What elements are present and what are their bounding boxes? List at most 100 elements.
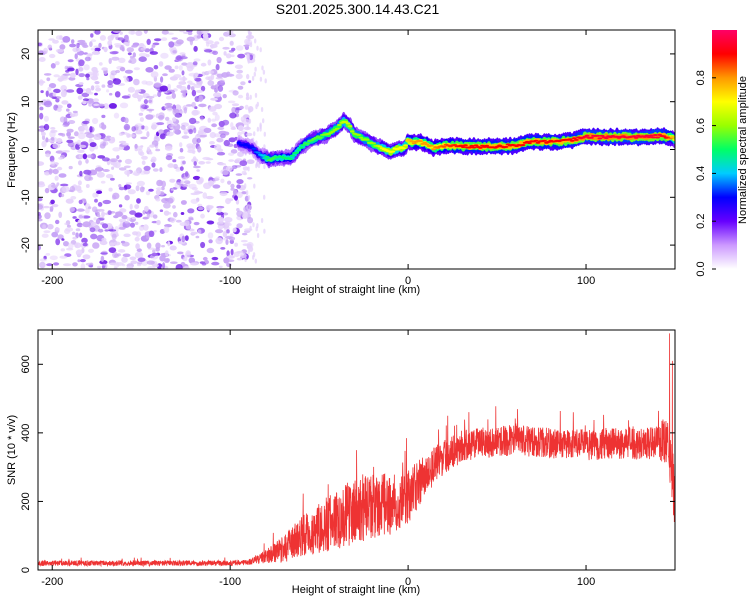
noise-blob (202, 33, 209, 39)
noise-speck (245, 190, 249, 196)
noise-blob (77, 189, 83, 194)
noise-blob (178, 81, 187, 85)
noise-blob (180, 125, 186, 130)
noise-blob (62, 73, 71, 76)
noise-blob (183, 266, 190, 269)
noise-blob (128, 60, 132, 64)
noise-speck (256, 233, 260, 238)
noise-blob (232, 126, 236, 129)
noise-blob (97, 155, 106, 159)
noise-speck (248, 118, 252, 124)
noise-blob (175, 168, 181, 172)
noise-blob (38, 182, 46, 188)
noise-blob (78, 67, 84, 72)
noise-blob (133, 78, 140, 86)
noise-blob (231, 106, 237, 114)
noise-blob (143, 169, 150, 175)
noise-blob (62, 263, 72, 267)
noise-blob (60, 193, 65, 198)
noise-speck (252, 222, 255, 228)
noise-blob (146, 260, 155, 265)
noise-blob (57, 234, 64, 240)
noise-blob (90, 221, 97, 227)
noise-blob (124, 220, 130, 224)
ridge-cell (603, 137, 609, 139)
noise-blob (38, 80, 46, 84)
noise-blob (45, 90, 49, 98)
noise-blob (135, 30, 143, 36)
noise-blob (109, 242, 115, 247)
noise-blob (188, 128, 194, 135)
noise-blob (109, 51, 119, 55)
noise-blob (177, 251, 184, 255)
noise-blob (161, 186, 165, 191)
noise-blob (134, 236, 140, 242)
noise-blob (208, 180, 214, 187)
noise-blob (56, 182, 60, 186)
noise-blob (144, 205, 149, 212)
noise-blob (66, 108, 70, 112)
noise-blob (184, 171, 189, 177)
noise-speck (243, 206, 246, 212)
noise-blob (45, 137, 49, 143)
noise-blob (171, 123, 178, 127)
noise-blob (101, 84, 106, 88)
ridge-cell (441, 145, 447, 148)
noise-blob (122, 143, 129, 146)
noise-speck (260, 107, 264, 112)
noise-blob (82, 100, 87, 105)
noise-blob (151, 162, 156, 168)
ridge-cell (245, 144, 251, 147)
colorbar-tick-label: 0.0 (695, 261, 707, 276)
noise-blob (238, 125, 244, 132)
noise-blob (159, 209, 164, 212)
noise-blob (79, 259, 86, 263)
noise-blob (225, 198, 231, 205)
ridge-cell (631, 135, 637, 138)
noise-blob (167, 107, 173, 112)
noise-blob (146, 108, 155, 112)
noise-blob (118, 186, 125, 191)
noise-blob (72, 236, 77, 240)
noise-speck (252, 252, 256, 258)
noise-blob (119, 220, 124, 228)
ridge-cell (484, 144, 490, 147)
ridge-cell (264, 155, 270, 158)
noise-blob (96, 190, 103, 194)
noise-blob (111, 166, 115, 170)
noise-blob (66, 128, 74, 133)
noise-blob (152, 214, 158, 219)
noise-blob (86, 53, 93, 57)
ridge-cell (377, 145, 383, 148)
noise-blob (67, 59, 74, 63)
noise-blob (192, 137, 198, 145)
noise-blob (191, 89, 197, 97)
noise-blob (79, 170, 83, 177)
noise-blob (55, 238, 61, 246)
ridge-cell (542, 139, 547, 142)
noise-blob (143, 30, 148, 34)
noise-blob (85, 73, 90, 78)
noise-blob (153, 230, 157, 233)
noise-blob (68, 165, 73, 170)
noise-blob (77, 95, 83, 100)
noise-blob (55, 219, 60, 225)
noise-blob (151, 124, 157, 130)
noise-blob (180, 212, 185, 215)
noise-blob (66, 131, 71, 137)
ridge-cell (428, 144, 434, 147)
noise-blob (113, 241, 121, 246)
ridge-cell (287, 158, 293, 160)
noise-blob (55, 98, 60, 103)
noise-blob (153, 65, 159, 70)
noise-speck (261, 65, 264, 71)
noise-blob (100, 252, 108, 255)
noise-blob (71, 39, 75, 44)
noise-blob (123, 123, 131, 131)
noise-blob (160, 76, 164, 83)
ridge-cell (390, 150, 396, 153)
noise-blob (124, 194, 130, 201)
noise-blob (138, 56, 147, 62)
noise-blob (191, 101, 196, 108)
